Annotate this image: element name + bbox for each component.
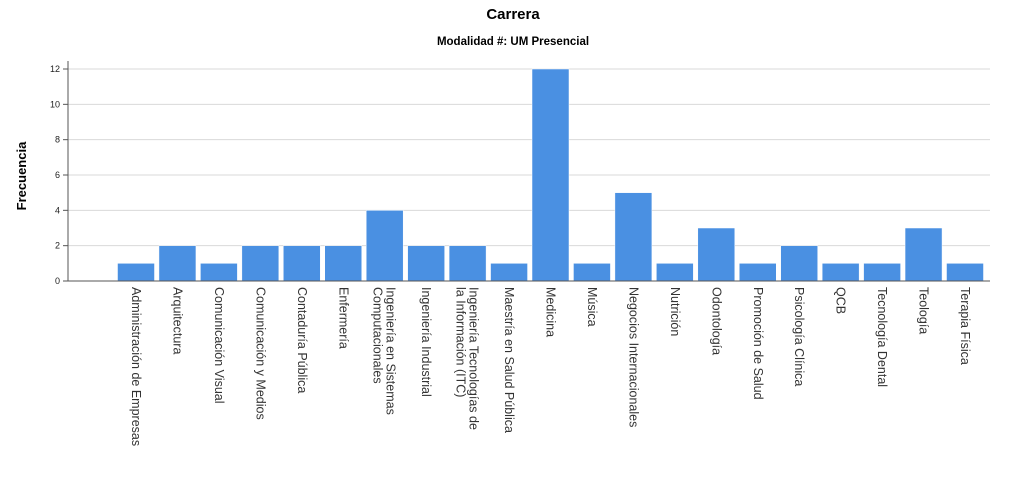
y-tick-label: 8 <box>55 135 60 145</box>
x-category-label: Tecnología Dental <box>875 287 889 387</box>
bar <box>158 245 197 282</box>
x-category-label: Ingeniería Industrial <box>419 287 433 397</box>
x-category-label: Maestría en Salud Pública <box>502 287 516 433</box>
bar <box>365 210 404 282</box>
bar <box>697 227 736 282</box>
bar <box>448 245 487 282</box>
chart-subtitle: Modalidad #: UM Presencial <box>436 36 590 48</box>
bar <box>946 263 984 282</box>
bar <box>739 263 777 282</box>
x-category-label: Negocios Internacionales <box>626 287 640 427</box>
bar <box>904 227 943 282</box>
y-tick-label: 0 <box>55 276 60 286</box>
x-category-label: Promoción de Salud <box>751 287 765 400</box>
y-tick-label: 6 <box>55 170 60 180</box>
y-tick-label: 10 <box>50 99 60 109</box>
bar <box>283 245 321 282</box>
x-category-label: Ingeniería Tecnologías dela Información … <box>454 287 481 430</box>
x-category-label: Nutrición <box>668 287 682 336</box>
x-category-label: Ingeniería en SistemasComputacionales <box>371 287 398 415</box>
category-labels: Administración de Empresas Arquitectura Co… <box>129 287 972 446</box>
x-category-label: Psicología Clínica <box>792 287 806 386</box>
bar <box>821 263 860 282</box>
bar <box>117 263 155 282</box>
bar <box>407 245 445 282</box>
bar <box>614 192 653 282</box>
x-category-label: Comunicación Visual <box>212 287 226 404</box>
x-category-label: Contaduría Pública <box>295 287 309 393</box>
bar <box>863 263 901 282</box>
bar <box>324 245 362 282</box>
x-category-label: QCB <box>834 287 848 314</box>
x-category-label: Comunicación y Medios <box>253 287 267 420</box>
bars <box>117 68 984 282</box>
x-category-label: Terapia Física <box>958 287 972 365</box>
y-tick-label: 12 <box>50 64 60 74</box>
bar <box>573 263 611 282</box>
x-category-label: Odontología <box>709 287 723 355</box>
y-axis-label: Frecuencia <box>14 141 29 210</box>
x-category-label: Música <box>585 287 599 327</box>
chart-title: Carrera <box>486 6 540 23</box>
y-tick-label: 2 <box>55 241 60 251</box>
x-category-label: Administración de Empresas <box>129 287 143 446</box>
x-category-label: Teología <box>917 287 931 334</box>
x-category-label: Enfermería <box>336 287 350 349</box>
x-category-label: Medicina <box>544 287 558 337</box>
bar <box>241 245 280 282</box>
x-category-label: Arquitectura <box>170 287 184 354</box>
grid-lines <box>68 68 990 282</box>
bar <box>780 245 818 282</box>
bar <box>200 263 238 282</box>
bar <box>531 68 570 282</box>
bar <box>656 263 694 282</box>
bar <box>490 263 528 282</box>
y-tick-label: 4 <box>55 205 60 215</box>
axes: 0 2 4 6 8 10 12 <box>50 61 990 286</box>
